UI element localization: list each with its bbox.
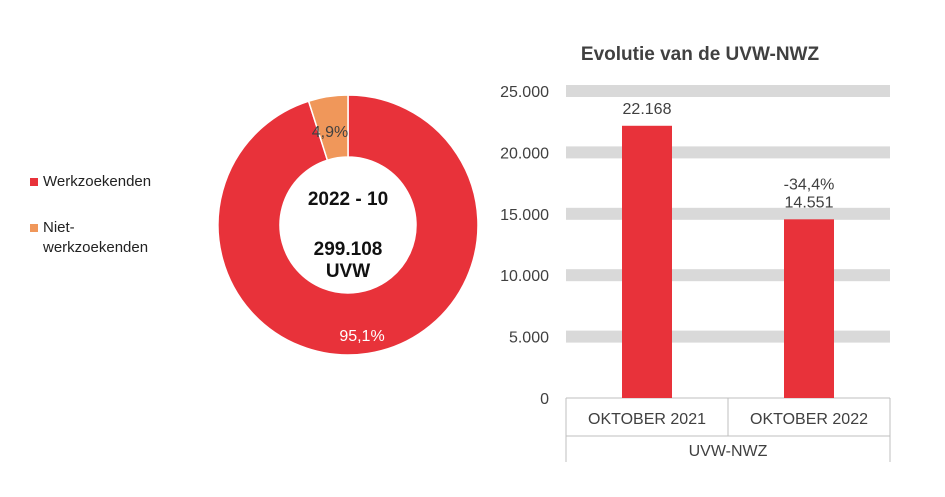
donut-legend: Werkzoekenden Niet- werkzoekenden [30, 172, 180, 258]
legend-swatch-niet-werkzoekenden [30, 224, 38, 232]
gridline-4 [566, 146, 890, 159]
y-tick-label-4: 20.000 [500, 145, 549, 162]
donut-center-period: 2022 - 10 [308, 189, 388, 210]
bar-value-label-0: 22.168 [623, 101, 672, 118]
y-tick-label-3: 15.000 [500, 207, 549, 224]
bar-change-label-1: -34,4% [784, 176, 835, 193]
donut-label-niet-werkzoekenden: 4,9% [312, 124, 348, 141]
legend-item-niet-werkzoekenden: Niet- werkzoekenden [30, 218, 180, 258]
legend-item-werkzoekenden: Werkzoekenden [30, 172, 180, 192]
gridline-3 [566, 207, 890, 220]
y-tick-label-0: 0 [540, 391, 549, 408]
gridline-1 [566, 330, 890, 343]
legend-label-werkzoekenden: Werkzoekenden [43, 173, 152, 190]
bar-chart: 0 5.000 10.000 15.000 20.000 25.000 22.168 OKTO… [500, 84, 891, 462]
donut-center-unit: UVW [326, 261, 370, 282]
x-tick-label-1: OKTOBER 2022 [750, 411, 868, 428]
gridline-5 [566, 85, 890, 97]
x-tick-label-0: OKTOBER 2021 [588, 411, 706, 428]
legend-label-niet-werkzoekenden-line1: Niet- [43, 219, 75, 236]
bar-1 [784, 219, 834, 398]
donut-slice-werkzoekenden [217, 94, 479, 356]
legend-swatch-werkzoekenden [30, 178, 38, 186]
legend-label-niet-werkzoekenden-line2: werkzoekenden [43, 239, 149, 256]
y-tick-label-1: 5.000 [509, 330, 549, 347]
y-tick-label-5: 25.000 [500, 84, 549, 101]
donut-chart: 95,1% 4,9% [217, 94, 479, 356]
donut-label-werkzoekenden: 95,1% [339, 328, 384, 345]
bar-chart-title: Evolutie van de UVW-NWZ [581, 44, 820, 65]
bar-0 [622, 125, 672, 398]
donut-slice-niet-werkzoekenden [307, 94, 349, 162]
x-axis-label: UVW-NWZ [689, 443, 768, 460]
donut-center-labels: 2022 - 10 299.108 UVW [308, 189, 388, 282]
donut-center-total: 299.108 [314, 239, 383, 260]
gridline-2 [566, 269, 890, 282]
bar-value-label-1: 14.551 [785, 194, 834, 211]
y-tick-label-2: 10.000 [500, 268, 549, 285]
